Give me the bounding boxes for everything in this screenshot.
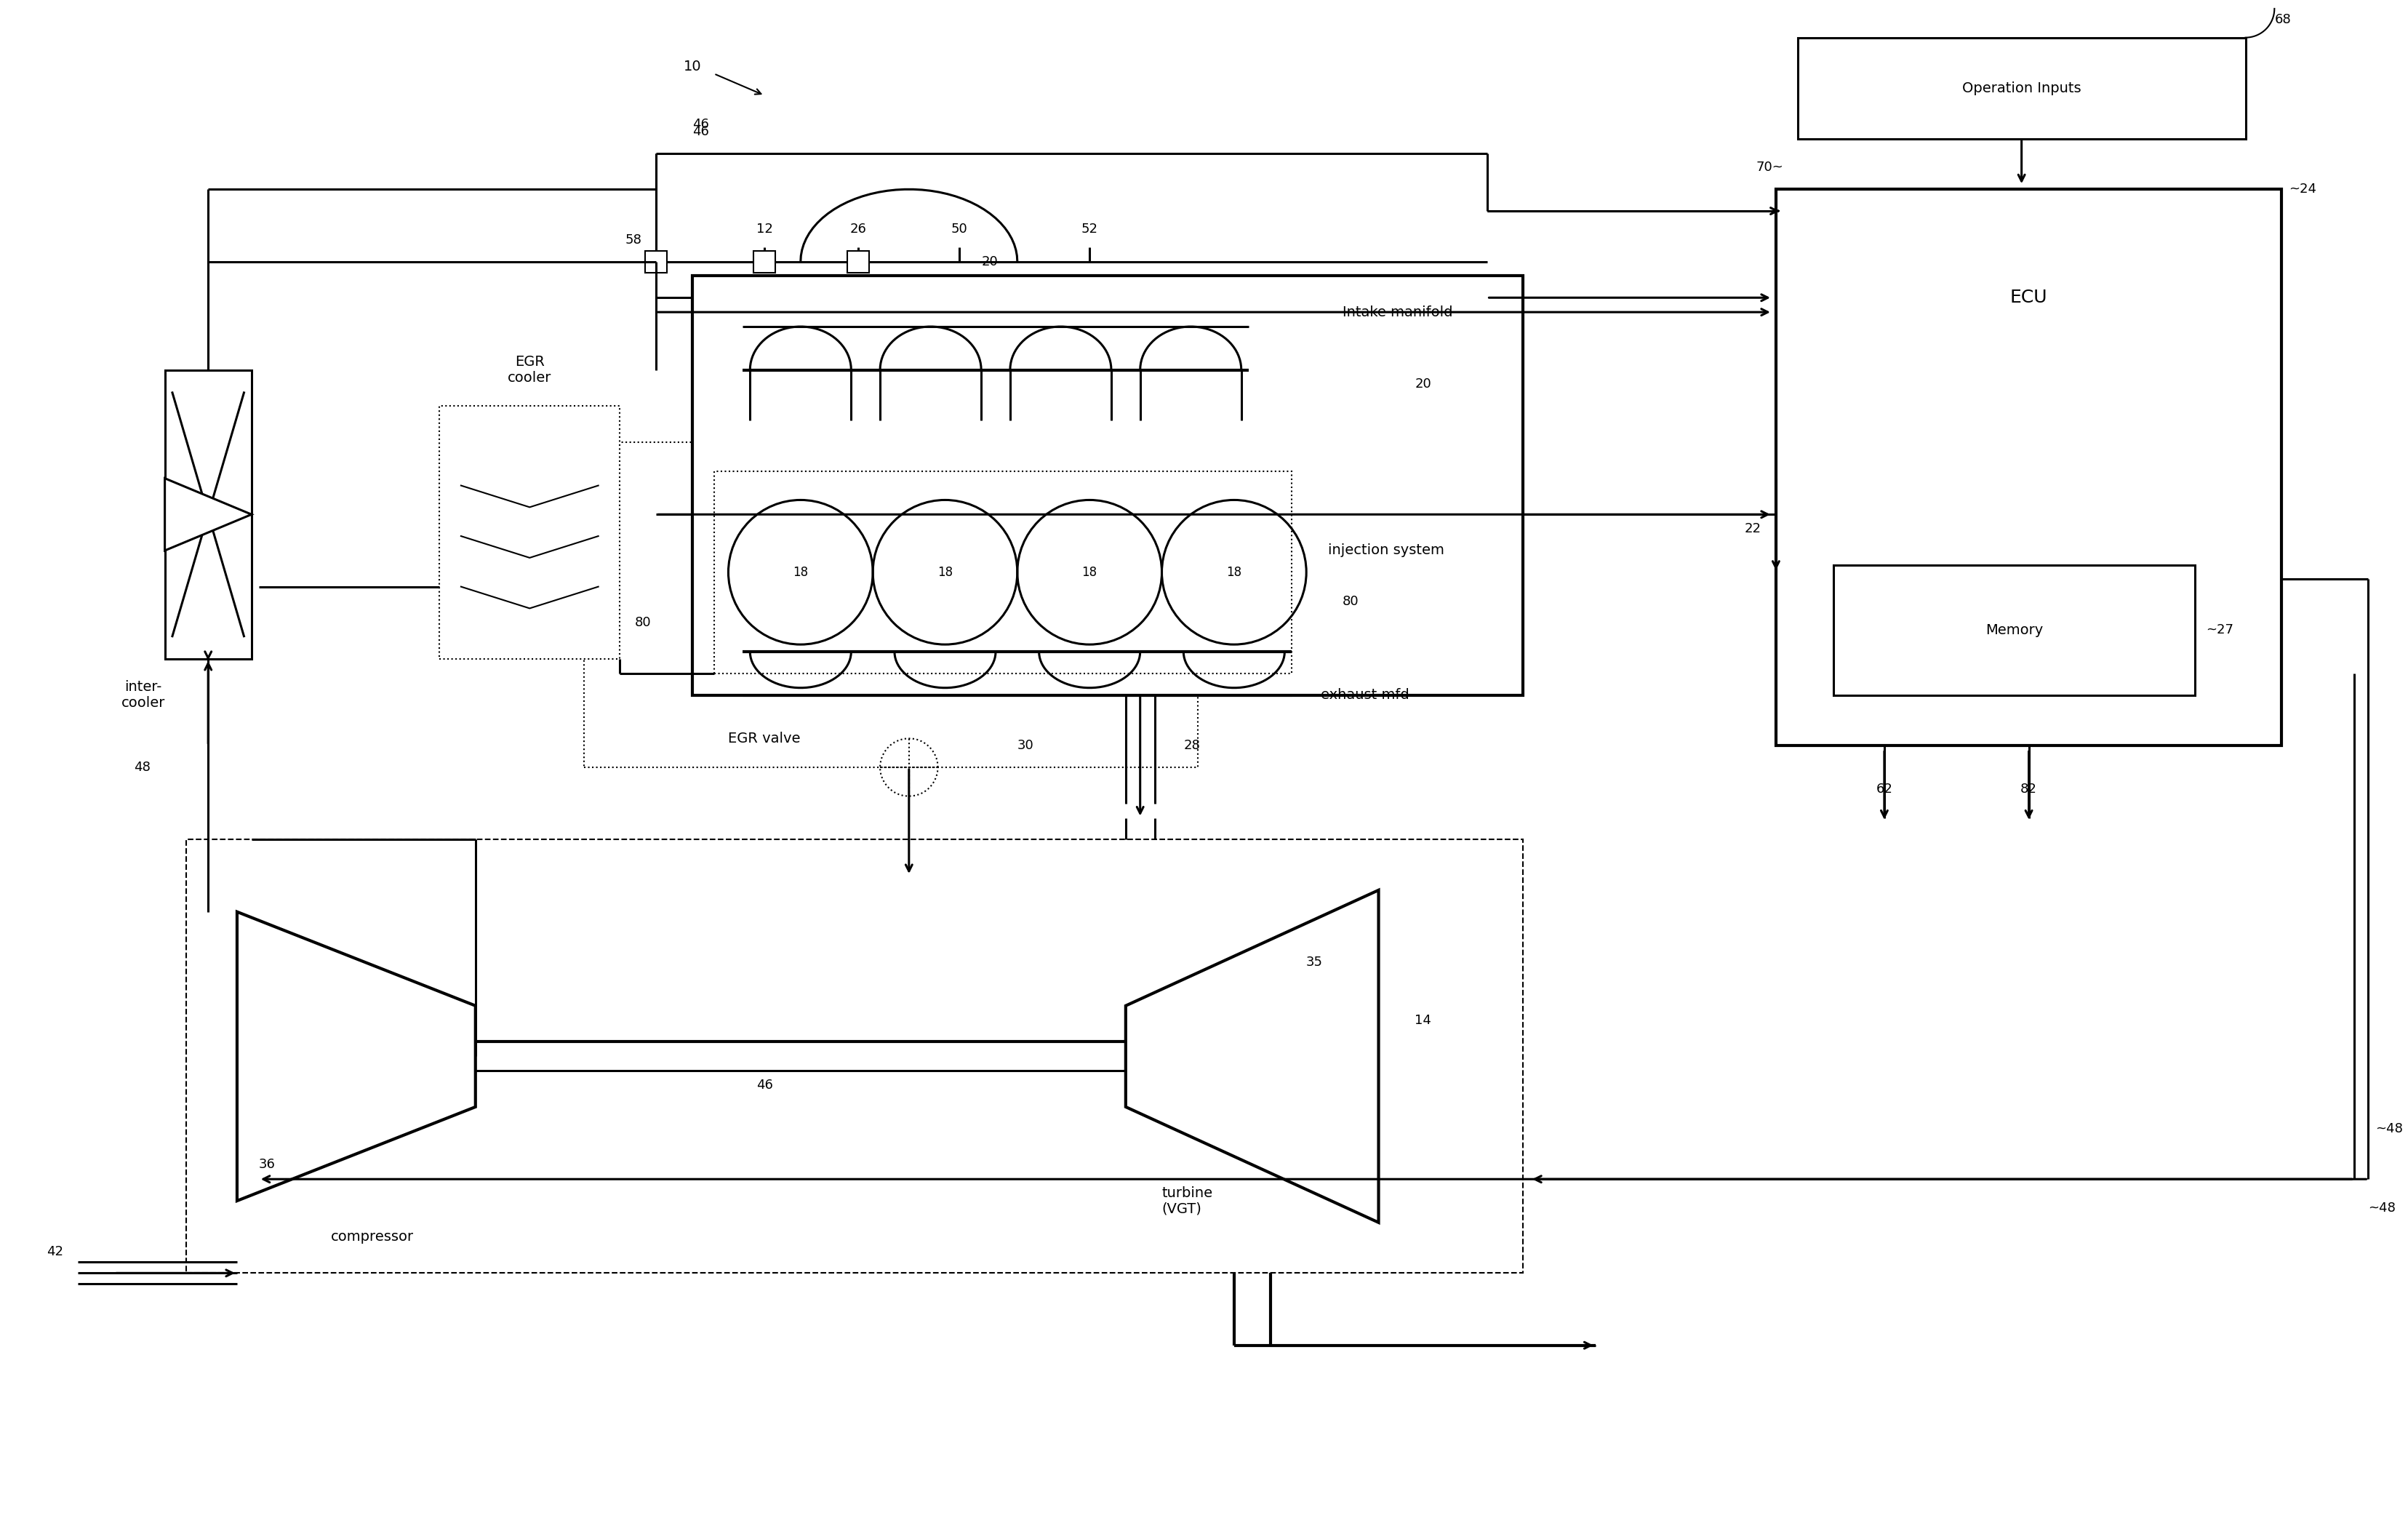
- Text: 70~: 70~: [1755, 161, 1784, 173]
- Text: 14: 14: [1413, 1014, 1430, 1027]
- Text: Operation Inputs: Operation Inputs: [1963, 81, 2081, 95]
- Text: 48: 48: [135, 761, 149, 773]
- Text: 18: 18: [792, 565, 809, 579]
- Text: 10: 10: [684, 60, 701, 73]
- Text: 62: 62: [1876, 782, 1893, 796]
- Text: 12: 12: [756, 222, 773, 236]
- Polygon shape: [164, 478, 250, 551]
- Text: 42: 42: [46, 1245, 63, 1258]
- Text: EGR valve: EGR valve: [727, 732, 799, 746]
- Bar: [583, 442, 1197, 767]
- Bar: [1777, 190, 2283, 746]
- Text: exhaust mfd: exhaust mfd: [1320, 687, 1409, 703]
- Text: 50: 50: [951, 222, 968, 236]
- Text: Memory: Memory: [1987, 623, 2042, 637]
- Bar: [691, 276, 1522, 695]
- Bar: [438, 406, 619, 658]
- Text: ~24: ~24: [2290, 182, 2316, 196]
- Bar: [185, 839, 1522, 1274]
- Text: 18: 18: [1081, 565, 1098, 579]
- Text: 80: 80: [1341, 594, 1358, 608]
- Text: Intake manifold: Intake manifold: [1341, 305, 1452, 318]
- Text: ~48: ~48: [2377, 1122, 2403, 1134]
- Text: 26: 26: [850, 222, 867, 236]
- Text: ~48: ~48: [2369, 1202, 2396, 1214]
- Text: 46: 46: [691, 126, 708, 138]
- Text: 18: 18: [1226, 565, 1243, 579]
- Text: 35: 35: [1305, 955, 1322, 969]
- Text: 80: 80: [633, 617, 650, 629]
- Text: 30: 30: [1016, 739, 1033, 752]
- Bar: [1799, 38, 2247, 139]
- Bar: [1835, 565, 2196, 695]
- Bar: [164, 371, 250, 658]
- Text: 46: 46: [756, 1079, 773, 1092]
- Polygon shape: [1125, 890, 1377, 1222]
- Polygon shape: [236, 912, 474, 1200]
- Text: 22: 22: [1746, 522, 1763, 536]
- Bar: [645, 251, 667, 273]
- Text: turbine
(VGT): turbine (VGT): [1161, 1187, 1214, 1216]
- Text: compressor: compressor: [330, 1229, 414, 1243]
- Text: 28: 28: [1182, 739, 1199, 752]
- Bar: [848, 251, 869, 273]
- Text: ECU: ECU: [2011, 289, 2047, 306]
- Text: 18: 18: [937, 565, 954, 579]
- Bar: [754, 251, 775, 273]
- Text: 20: 20: [1413, 378, 1430, 390]
- Text: 58: 58: [626, 233, 641, 246]
- Text: inter-
cooler: inter- cooler: [120, 680, 166, 710]
- Text: 36: 36: [258, 1157, 275, 1171]
- Text: 46: 46: [691, 118, 708, 130]
- Text: 20: 20: [980, 256, 997, 268]
- Text: 82: 82: [2020, 782, 2037, 796]
- Text: 68: 68: [2276, 12, 2290, 26]
- Bar: [713, 472, 1291, 674]
- Text: 52: 52: [1081, 222, 1098, 236]
- Text: ~27: ~27: [2206, 623, 2235, 637]
- Text: EGR
cooler: EGR cooler: [508, 355, 551, 384]
- Text: injection system: injection system: [1327, 544, 1445, 557]
